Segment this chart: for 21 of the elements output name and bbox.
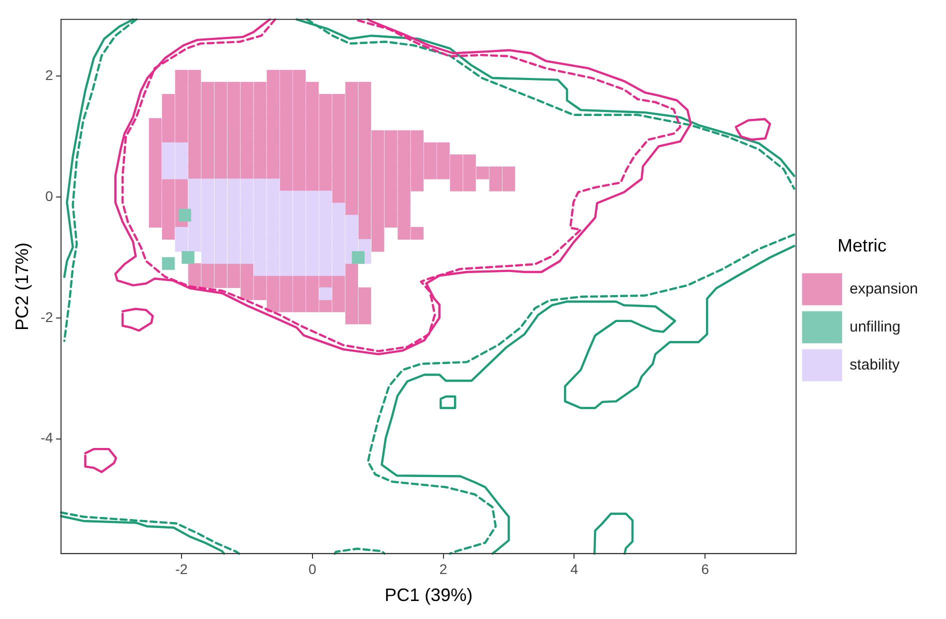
line-series (60, 511, 240, 555)
y-tick-label: -4 (40, 430, 54, 446)
x-tick-label: -2 (175, 560, 188, 577)
x-axis-title: PC1 (39%) (384, 585, 473, 606)
y-tick-label: -2 (40, 308, 54, 325)
legend-label: expansion (850, 280, 918, 298)
point (352, 251, 365, 264)
y-tick-label: 0 (45, 188, 54, 204)
legend-title: Metric (838, 236, 887, 256)
x-tick-label: 4 (570, 560, 578, 577)
x-tick-label: 0 (308, 560, 316, 577)
y-axis-title: PC2 (17%) (12, 242, 32, 331)
point (178, 208, 192, 222)
y-tick-label: 2 (45, 67, 54, 84)
legend-label: unfilling (850, 318, 900, 336)
x-tick-label: 2 (439, 560, 448, 577)
x-tick-label: 6 (701, 560, 710, 577)
point (162, 257, 175, 270)
line-series (63, 18, 138, 342)
legend-label: stability (850, 356, 900, 374)
point (182, 251, 194, 264)
